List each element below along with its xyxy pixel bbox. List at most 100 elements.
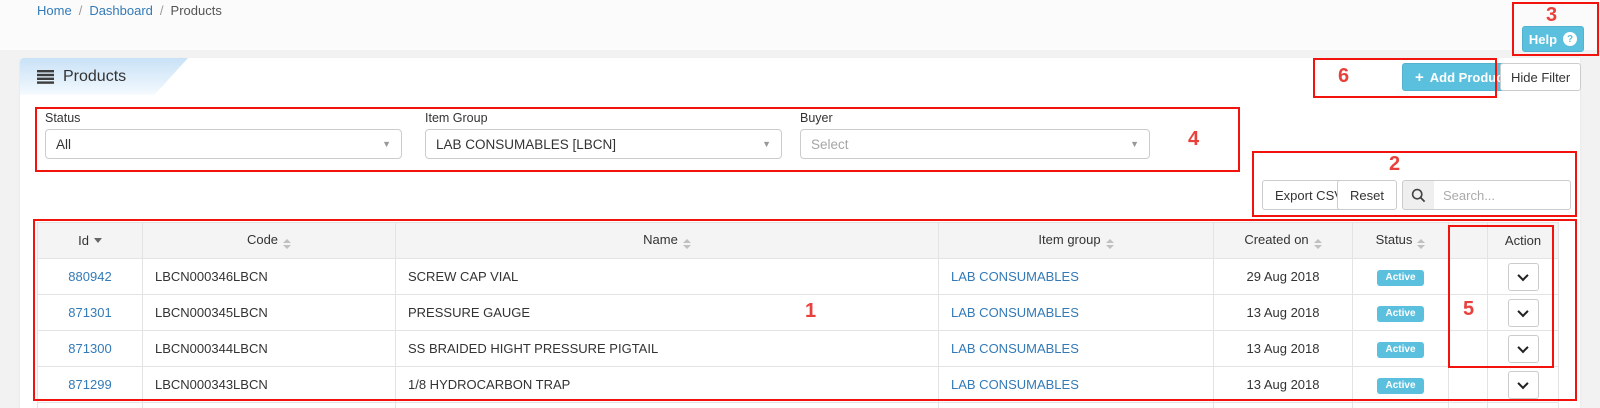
sort-icon [283, 239, 292, 249]
item-group-link[interactable]: LAB CONSUMABLES [951, 269, 1079, 284]
column-header-name[interactable]: Name [395, 222, 939, 259]
reset-button[interactable]: Reset [1337, 180, 1397, 210]
column-header-item-group[interactable]: Item group [938, 222, 1214, 259]
breadcrumb-separator: / [159, 3, 164, 18]
help-question-icon: ? [1563, 32, 1578, 46]
item-group-filter-value: LAB CONSUMABLES [LBCN] [436, 136, 617, 152]
caret-down-icon: ▼ [762, 139, 771, 149]
product-code: LBCN000345LBCN [142, 294, 396, 331]
spacer-cell [1448, 366, 1488, 403]
status-badge: Active [1377, 269, 1424, 286]
product-name: SCREW CAP VIAL [395, 258, 939, 295]
status-badge: Active [1377, 377, 1424, 394]
hide-filter-label: Hide Filter [1511, 69, 1571, 85]
column-header-label: Action [1504, 233, 1542, 248]
buyer-filter-select[interactable]: Select ▼ [800, 129, 1150, 159]
search-icon [1411, 188, 1426, 203]
column-header-label: Id [78, 233, 89, 248]
column-header-label: Created on [1244, 232, 1309, 247]
status-badge: Active [1377, 305, 1424, 322]
hide-filter-button[interactable]: Hide Filter [1500, 63, 1582, 91]
column-header-status[interactable]: Status [1352, 222, 1449, 259]
product-id-link[interactable]: 871301 [68, 305, 112, 320]
table-row-partial [37, 402, 1559, 408]
help-button[interactable]: Help ? [1522, 26, 1584, 52]
product-id-link[interactable]: 880942 [68, 269, 112, 284]
sort-desc-icon [93, 238, 102, 243]
reset-label: Reset [1350, 187, 1384, 203]
action-dropdown-button[interactable] [1507, 334, 1539, 363]
column-header-spacer [1448, 222, 1488, 259]
breadcrumb-dashboard-link[interactable]: Dashboard [89, 3, 153, 18]
item-group-link[interactable]: LAB CONSUMABLES [951, 341, 1079, 356]
product-name: PRESSURE GAUGE [395, 294, 939, 331]
item-group-filter-select[interactable]: LAB CONSUMABLES [LBCN] ▼ [425, 129, 782, 159]
sort-icon [1417, 239, 1426, 249]
sort-icon [682, 239, 691, 249]
add-product-label: Add Product [1429, 69, 1508, 85]
action-dropdown-button[interactable] [1507, 298, 1539, 327]
column-header-label: Status [1375, 232, 1413, 247]
search-button[interactable] [1402, 180, 1435, 210]
breadcrumb: Home / Dashboard / Products [37, 3, 222, 18]
breadcrumb-home-link[interactable]: Home [37, 3, 72, 18]
spacer-cell [1448, 294, 1488, 331]
column-header-label: Code [246, 232, 279, 247]
created-on: 29 Aug 2018 [1213, 258, 1353, 295]
item-group-filter-label: Item Group [425, 111, 488, 125]
table-row: 871299 LBCN000343LBCN 1/8 HYDROCARBON TR… [37, 366, 1559, 403]
created-on: 13 Aug 2018 [1213, 330, 1353, 367]
sort-icon [1313, 239, 1322, 249]
product-code: LBCN000343LBCN [142, 366, 396, 403]
breadcrumb-separator: / [78, 3, 83, 18]
created-on: 13 Aug 2018 [1213, 366, 1353, 403]
spacer-cell [1448, 258, 1488, 295]
caret-down-icon: ▼ [1130, 139, 1139, 149]
top-strip [0, 0, 1600, 50]
column-header-action: Action [1487, 222, 1559, 259]
status-badge: Active [1377, 341, 1424, 358]
column-header-label: Name [643, 232, 678, 247]
spacer-cell [1448, 330, 1488, 367]
product-code: LBCN000344LBCN [142, 330, 396, 367]
panel-header-tab: Products [20, 58, 188, 95]
table-row: 871301 LBCN000345LBCN PRESSURE GAUGE LAB… [37, 294, 1559, 331]
caret-down-icon: ▼ [382, 139, 391, 149]
chevron-down-icon [1517, 305, 1529, 317]
products-table: Id Code Name Item group Created on [37, 222, 1559, 408]
product-name: SS BRAIDED HIGHT PRESSURE PIGTAIL [395, 330, 939, 367]
product-name: 1/8 HYDROCARBON TRAP [395, 366, 939, 403]
product-code: LBCN000346LBCN [142, 258, 396, 295]
search-input[interactable] [1434, 180, 1571, 210]
plus-icon: + [1415, 68, 1424, 86]
product-id-link[interactable]: 871300 [68, 341, 112, 356]
chevron-down-icon [1517, 269, 1529, 281]
products-panel: Products + Add Product Hide Filter Statu… [20, 58, 1582, 408]
created-on: 13 Aug 2018 [1213, 294, 1353, 331]
column-header-label: Item group [1038, 232, 1101, 247]
list-icon [37, 69, 54, 84]
breadcrumb-current: Products [170, 3, 222, 18]
column-header-id[interactable]: Id [37, 222, 143, 259]
buyer-filter-placeholder: Select [811, 136, 849, 152]
chevron-down-icon [1517, 377, 1529, 389]
column-header-created-on[interactable]: Created on [1213, 222, 1353, 259]
help-button-label: Help [1528, 31, 1558, 47]
sort-icon [1105, 239, 1114, 249]
export-csv-label: Export CSV [1275, 187, 1343, 203]
status-filter-label: Status [45, 111, 81, 125]
column-header-code[interactable]: Code [142, 222, 396, 259]
action-dropdown-button[interactable] [1507, 262, 1539, 291]
item-group-link[interactable]: LAB CONSUMABLES [951, 305, 1079, 320]
chevron-down-icon [1517, 341, 1529, 353]
table-header-row: Id Code Name Item group Created on [37, 222, 1559, 259]
status-filter-select[interactable]: All ▼ [45, 129, 402, 159]
table-row: 880942 LBCN000346LBCN SCREW CAP VIAL LAB… [37, 258, 1559, 295]
page-title: Products [63, 67, 127, 85]
buyer-filter-label: Buyer [800, 111, 833, 125]
product-id-link[interactable]: 871299 [68, 377, 112, 392]
table-row: 871300 LBCN000344LBCN SS BRAIDED HIGHT P… [37, 330, 1559, 367]
item-group-link[interactable]: LAB CONSUMABLES [951, 377, 1079, 392]
action-dropdown-button[interactable] [1507, 370, 1539, 399]
